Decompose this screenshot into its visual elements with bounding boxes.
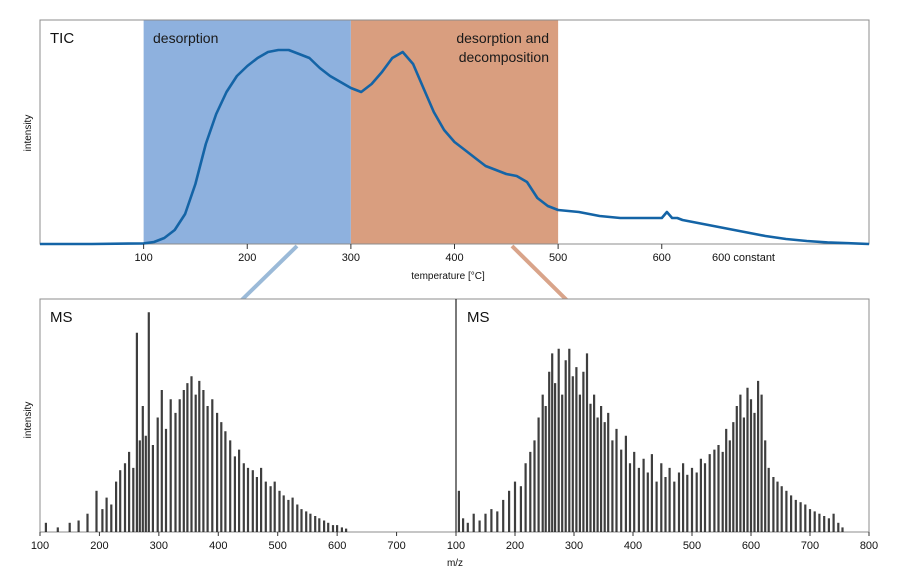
ms-right-x-tick-label: 300 [565,540,583,552]
ms-right-x-tick-label: 700 [801,540,819,552]
ms-right-frame [455,298,870,533]
ms-right-x-tick-label: 200 [506,540,524,552]
tic-panel: TIC desorption desorption and decomposit… [23,19,870,282]
ms-right-panel-title: MS [467,309,490,326]
ms-left-x-tick-label: 200 [90,540,108,552]
tic-x-tick-label: 200 [238,252,256,264]
ms-left-x-tick-label: 100 [31,540,49,552]
ms-right-x-tick-label: 100 [447,540,465,552]
decomposition-band-label-line-1: desorption and [456,30,549,46]
ms-left-x-axis-ticks: 100 200 300 400 500 600 700 [31,532,406,552]
ms-decomposition-panel: MS 100 200 300 400 500 600 700 800 m/z [447,298,878,569]
desorption-band-label: desorption [153,30,218,46]
ms-right-x-tick-label: 500 [683,540,701,552]
tic-x-tick-label: 300 [342,252,360,264]
tic-panel-title: TIC [50,30,74,47]
ms-right-peaks [457,348,844,532]
ms-right-x-tick-label: 400 [624,540,642,552]
ms-left-x-tick-label: 600 [328,540,346,552]
ms-left-panel-title: MS [50,309,73,326]
tic-series-line [40,48,870,246]
ms-y-axis-label: intensity [23,402,34,439]
tic-x-tick-label: 400 [445,252,463,264]
ms-right-x-tick-label: 600 [742,540,760,552]
tic-y-axis-label: intensity [23,115,34,152]
ms-right-x-tick-label: 800 [860,540,878,552]
tic-x-axis-label: temperature [°C] [411,271,485,282]
tic-x-tick-label: 500 [549,252,567,264]
desorption-band [143,20,351,244]
ms-left-peaks [44,312,348,532]
ms-right-x-axis-ticks: 100 200 300 400 500 600 700 800 [447,532,878,552]
ms-left-x-tick-label: 700 [387,540,405,552]
tic-x-tick-label: 100 [134,252,152,264]
tic-x-tick-label: 600 constant [712,252,775,264]
tic-x-axis-ticks: 100 200 300 400 500 600 600 constant [134,244,775,264]
ms-x-axis-label: m/z [447,558,463,569]
ms-left-x-tick-label: 500 [269,540,287,552]
decomposition-band-label-line-2: decomposition [459,49,549,65]
ms-desorption-panel: MS 100 200 300 400 500 600 700 intensity [23,298,457,552]
ms-left-x-tick-label: 400 [209,540,227,552]
ms-left-x-tick-label: 300 [150,540,168,552]
decomposition-band [350,20,559,244]
tic-x-tick-label: 600 [653,252,671,264]
